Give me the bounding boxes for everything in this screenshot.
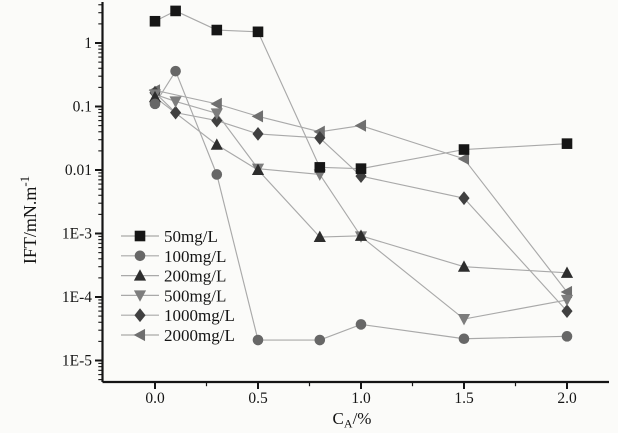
triangle-down-marker xyxy=(169,96,182,108)
y-tick-label: 1E-4 xyxy=(62,289,92,306)
line-1000mg/L xyxy=(154,92,568,312)
square-marker xyxy=(561,138,573,149)
x-tick-label: 1.0 xyxy=(351,390,371,407)
diamond-marker xyxy=(314,131,326,145)
series-markers-50mg/L xyxy=(149,5,573,174)
legend-item-1000mg/L: 1000mg/L xyxy=(121,306,235,325)
triangle-up-marker xyxy=(313,230,326,243)
circle-marker xyxy=(252,334,264,346)
y-tick-label: 1 xyxy=(84,35,92,52)
triangle-left-marker xyxy=(457,152,470,165)
square-marker xyxy=(149,15,161,27)
circle-marker xyxy=(314,334,326,346)
legend-label: 2000mg/L xyxy=(164,326,235,345)
triangle-left-marker xyxy=(251,110,264,123)
legend-item-50mg/L: 50mg/L xyxy=(121,227,218,246)
square-marker xyxy=(355,163,367,174)
circle-marker xyxy=(149,98,161,110)
square-marker xyxy=(314,162,326,173)
triangle-up-marker xyxy=(251,163,265,176)
triangle-left-marker xyxy=(210,97,222,110)
legend-label: 100mg/L xyxy=(164,247,226,266)
diamond-marker xyxy=(561,304,573,318)
circle-marker xyxy=(170,65,181,77)
triangle-down-marker xyxy=(560,294,574,307)
circle-marker xyxy=(355,319,367,330)
x-tick-label: 1.5 xyxy=(454,390,474,407)
circle-marker xyxy=(458,333,470,345)
y-axis-ticks xyxy=(95,4,103,381)
legend-item-100mg/L: 100mg/L xyxy=(121,247,226,266)
y-tick-label: 0.1 xyxy=(73,99,92,116)
legend-label: 1000mg/L xyxy=(164,306,235,325)
y-axis-labels: 1 0.1 0.01 1E-3 1E-4 1E-5 xyxy=(62,35,92,370)
triangle-up-marker xyxy=(457,260,471,272)
triangle-down-marker xyxy=(457,313,471,326)
x-axis-ticks xyxy=(154,382,568,389)
triangle-left-marker xyxy=(133,328,146,342)
square-marker xyxy=(211,24,223,36)
series-markers-200mg/L xyxy=(148,90,574,278)
x-tick-label: 0.0 xyxy=(145,390,165,407)
y-tick-label: 0.01 xyxy=(65,162,92,179)
legend-label: 200mg/L xyxy=(164,267,226,286)
line-500mg/L xyxy=(154,93,568,320)
legend-item-500mg/L: 500mg/L xyxy=(121,286,226,305)
square-marker xyxy=(458,144,470,155)
triangle-left-marker xyxy=(354,119,367,132)
y-axis-title: IFT/mN.m-1 xyxy=(17,176,40,264)
circle-marker xyxy=(211,169,223,180)
circle-marker xyxy=(134,250,146,262)
triangle-up-marker xyxy=(354,229,368,241)
legend-item-2000mg/L: 2000mg/L xyxy=(121,326,235,345)
y-tick-label: 1E-3 xyxy=(62,226,92,243)
legend-item-200mg/L: 200mg/L xyxy=(121,267,226,286)
triangle-up-marker xyxy=(560,266,574,278)
y-tick-label: 1E-5 xyxy=(62,353,92,370)
diamond-marker xyxy=(458,191,470,206)
triangle-up-marker xyxy=(210,138,223,150)
x-axis-labels: 0.0 0.5 1.0 1.5 2.0 xyxy=(145,390,577,407)
series-markers-100mg/L xyxy=(149,65,573,346)
diamond-marker xyxy=(170,105,182,120)
circle-marker xyxy=(561,331,573,342)
legend-label: 50mg/L xyxy=(164,227,218,246)
x-tick-label: 2.0 xyxy=(557,390,577,407)
triangle-up-marker xyxy=(133,269,147,281)
diamond-marker xyxy=(211,113,223,128)
square-marker xyxy=(134,230,146,242)
line-100mg/L xyxy=(154,69,568,341)
triangle-up-marker xyxy=(148,90,162,103)
square-marker xyxy=(170,5,181,17)
triangle-down-marker xyxy=(210,108,223,120)
legend: 50mg/L100mg/L200mg/L500mg/L1000mg/L2000m… xyxy=(121,227,235,345)
legend-label: 500mg/L xyxy=(164,286,226,305)
diamond-marker xyxy=(134,308,146,323)
square-marker xyxy=(252,26,264,38)
triangle-down-marker xyxy=(133,290,147,302)
x-axis-title: CA/% xyxy=(333,409,372,431)
diamond-marker xyxy=(252,127,264,141)
axes xyxy=(101,2,609,384)
x-tick-label: 0.5 xyxy=(248,390,268,407)
